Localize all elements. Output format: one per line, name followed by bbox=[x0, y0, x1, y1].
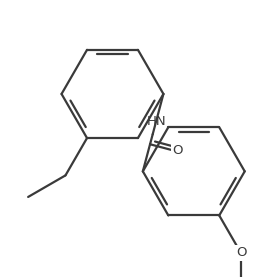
Text: O: O bbox=[237, 246, 247, 259]
Text: O: O bbox=[172, 144, 183, 157]
Text: HN: HN bbox=[146, 115, 166, 128]
